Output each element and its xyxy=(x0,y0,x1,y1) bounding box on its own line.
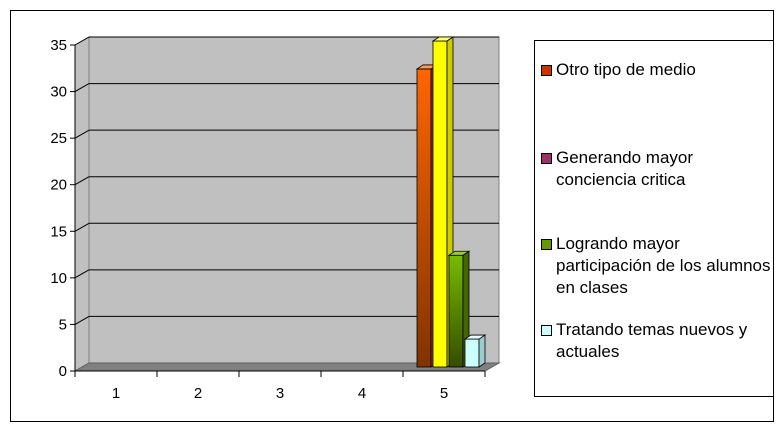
bar-front xyxy=(448,254,464,368)
bar-front xyxy=(432,40,448,368)
bars xyxy=(415,36,487,368)
legend-label: Tratando temas nuevos y actuales xyxy=(556,320,748,361)
legend-label: Generando mayor conciencia critica xyxy=(556,148,694,189)
bar-top xyxy=(463,334,487,340)
legend-label: Logrando mayor participación de los alum… xyxy=(556,234,771,297)
y-tick-label: 30 xyxy=(50,84,67,101)
y-tick-label: 20 xyxy=(50,177,67,194)
gridline-side xyxy=(74,83,90,93)
legend-item-otro-tipo-de-medio: Otro tipo de medio xyxy=(541,59,771,81)
y-tick-label: 10 xyxy=(50,270,67,287)
bar xyxy=(463,334,487,368)
y-axis: 0 5 10 15 20 25 30 35 xyxy=(50,37,76,380)
bar-top xyxy=(431,36,455,42)
y-tick-label: 25 xyxy=(50,130,67,147)
gridline-side xyxy=(74,222,90,232)
y-tick-label: 15 xyxy=(50,223,67,240)
legend-swatch xyxy=(541,153,552,164)
legend-item-tratando-temas-nuevos: Tratando temas nuevos y actuales xyxy=(541,319,771,363)
legend-swatch xyxy=(541,65,552,76)
x-tick-label: 2 xyxy=(194,385,202,402)
gridline-side xyxy=(74,315,90,325)
legend-item-generando-mayor-conciencia: Generando mayor conciencia critica xyxy=(541,147,771,191)
gridline-side xyxy=(74,36,90,46)
legend: Otro tipo de medio Generando mayor conci… xyxy=(534,40,774,397)
gridline-side xyxy=(74,176,90,186)
bar-top xyxy=(447,250,471,256)
x-tick-label: 3 xyxy=(276,385,284,402)
gridline-side xyxy=(74,269,90,279)
legend-label: Otro tipo de medio xyxy=(556,60,696,79)
legend-swatch xyxy=(541,239,552,250)
x-tick-label: 5 xyxy=(440,385,448,402)
legend-swatch xyxy=(541,325,552,336)
legend-item-logrando-mayor-participacion: Logrando mayor participación de los alum… xyxy=(541,233,771,299)
x-tick-label: 4 xyxy=(358,385,366,402)
bar-front xyxy=(416,68,432,368)
y-tick-label: 5 xyxy=(59,316,67,333)
bar xyxy=(447,250,471,368)
bar-front xyxy=(464,338,480,368)
x-tick-label: 1 xyxy=(112,385,120,402)
gridline-side xyxy=(74,129,90,139)
x-axis: 1 2 3 4 5 xyxy=(74,370,486,402)
y-tick-label: 35 xyxy=(50,37,67,54)
y-tick-label: 0 xyxy=(59,363,67,380)
bar-side xyxy=(478,334,486,368)
